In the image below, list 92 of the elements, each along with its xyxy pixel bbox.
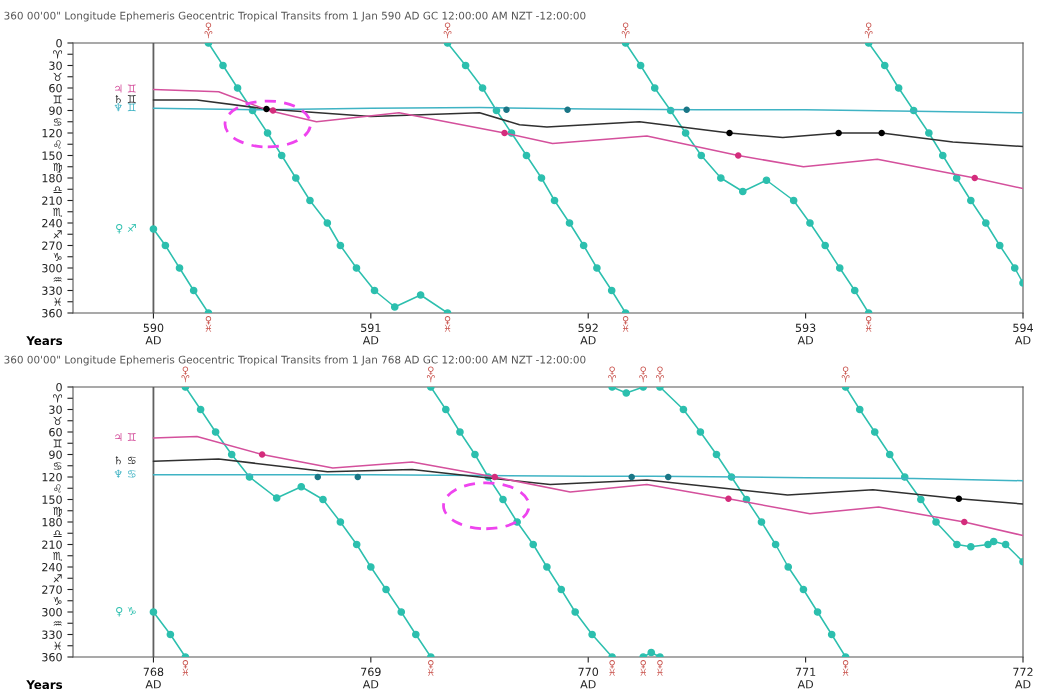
series-label: ♀ ♑: [116, 606, 136, 617]
series-label: ♆ ♊: [114, 103, 136, 112]
series-label: ♃ ♊: [115, 84, 136, 93]
annotation: ♀ ♓: [865, 316, 872, 332]
annotation: ♀ ♈: [443, 22, 452, 39]
y-tick-label: ♏: [53, 551, 63, 562]
y-tick-label: ♌: [54, 484, 62, 493]
x-axis-title: Years: [26, 336, 63, 346]
x-tick-label: 593 AD: [795, 323, 816, 345]
y-tick-label: ♎: [53, 530, 62, 537]
chart-title: 360 00'00" Longitude Ephemeris Geocentric Tropical Transits from 1 Jan 768 AD GC 12:00:00 AM NZT -12:00:00: [4, 355, 586, 366]
y-tick-label: 330: [42, 286, 62, 295]
y-tick-label: 360: [42, 652, 62, 662]
y-tick-label: ♉: [53, 72, 62, 81]
y-tick-label: ♎: [53, 186, 62, 193]
x-tick-label: 771 AD: [795, 667, 816, 689]
annotation: ♀ ♓: [182, 660, 189, 676]
y-tick-label: ♓: [54, 641, 61, 650]
y-tick-label: 30: [49, 405, 62, 414]
y-tick-label: 0: [56, 382, 62, 392]
y-tick-label: ♍: [53, 506, 62, 517]
y-tick-label: 360: [42, 308, 62, 318]
y-tick-label: ♒: [53, 277, 62, 282]
annotation: ♀ ♓: [657, 660, 663, 676]
y-tick-label: ♍: [53, 162, 62, 173]
annotation: ♀ ♓: [205, 316, 212, 332]
y-tick-label: 180: [42, 517, 62, 527]
y-tick-label: 60: [49, 427, 62, 437]
annotation: ♀ ♈: [181, 366, 190, 383]
y-tick-label: 60: [49, 83, 62, 93]
series-label: ♆ ♋: [114, 469, 136, 478]
y-tick-label: ♐: [53, 574, 62, 583]
annotation: ♀ ♓: [427, 660, 434, 676]
annotation: ♀ ♈: [621, 22, 630, 39]
x-tick-label: 770 AD: [578, 667, 599, 689]
x-tick-label: 769 AD: [361, 667, 381, 689]
annotation: ♀ ♓: [842, 660, 849, 676]
y-tick-label: 210: [42, 196, 62, 205]
annotation: ♀ ♓: [622, 316, 629, 332]
series-label: ♄ ♊: [115, 94, 136, 104]
y-tick-label: 90: [49, 450, 62, 459]
y-tick-label: ♐: [53, 230, 62, 239]
chart-title: 360 00'00" Longitude Ephemeris Geocentric Tropical Transits from 1 Jan 590 AD GC 12:00:00 AM NZT -12:00:00: [4, 11, 586, 22]
y-tick-label: 30: [49, 61, 62, 70]
annotation: ♀ ♓: [640, 660, 647, 676]
annotation: ♀ ♈: [204, 22, 213, 39]
x-tick-label: 768 AD: [143, 667, 164, 689]
annotation: ♀ ♓: [609, 660, 615, 676]
y-tick-label: 120: [42, 472, 62, 482]
series-label: ♀ ♐: [116, 223, 136, 234]
annotation: ♀ ♓: [444, 316, 451, 332]
y-tick-label: ♋: [53, 462, 62, 470]
y-tick-label: ♊: [53, 95, 62, 104]
y-tick-label: 150: [42, 151, 62, 160]
y-tick-label: 120: [42, 128, 62, 138]
annotation: ♀ ♈: [656, 366, 664, 383]
y-tick-label: ♈: [53, 394, 63, 403]
annotation: ♀ ♈: [841, 366, 850, 383]
x-tick-label: 772 AD: [1013, 667, 1033, 689]
y-tick-label: 90: [49, 106, 62, 115]
y-tick-label: 0: [56, 38, 62, 48]
y-tick-label: 180: [42, 173, 62, 183]
x-tick-label: 590 AD: [143, 323, 164, 345]
y-tick-label: ♉: [53, 416, 62, 425]
y-tick-label: ♑: [53, 596, 62, 605]
y-tick-label: 300: [42, 263, 62, 273]
annotation: ♀ ♈: [426, 366, 435, 383]
y-tick-label: 270: [42, 241, 62, 250]
y-tick-label: 330: [42, 630, 62, 639]
y-tick-label: 210: [42, 540, 62, 549]
y-tick-label: ♒: [53, 621, 62, 626]
y-tick-label: ♓: [54, 297, 61, 306]
y-tick-label: ♊: [53, 439, 62, 448]
x-tick-label: 592 AD: [578, 323, 598, 345]
y-tick-label: 300: [42, 607, 62, 617]
series-label: ♄ ♋: [115, 456, 136, 465]
y-tick-label: ♏: [53, 207, 63, 218]
x-tick-label: 594 AD: [1013, 323, 1033, 345]
y-tick-label: ♌: [54, 140, 62, 149]
x-tick-label: 591 AD: [361, 323, 381, 345]
y-tick-label: 150: [42, 495, 62, 504]
y-tick-label: ♋: [53, 118, 62, 126]
y-tick-label: 240: [42, 562, 62, 572]
y-tick-label: 270: [42, 585, 62, 594]
y-tick-label: 240: [42, 218, 62, 228]
annotation: ♀ ♈: [639, 366, 648, 383]
x-axis-title: Years: [26, 680, 63, 690]
annotation: ♀ ♈: [608, 366, 617, 383]
series-label: ♃ ♊: [115, 432, 136, 442]
y-tick-label: ♈: [53, 50, 63, 59]
annotation: ♀ ♈: [864, 22, 873, 39]
y-tick-label: ♑: [53, 252, 62, 261]
